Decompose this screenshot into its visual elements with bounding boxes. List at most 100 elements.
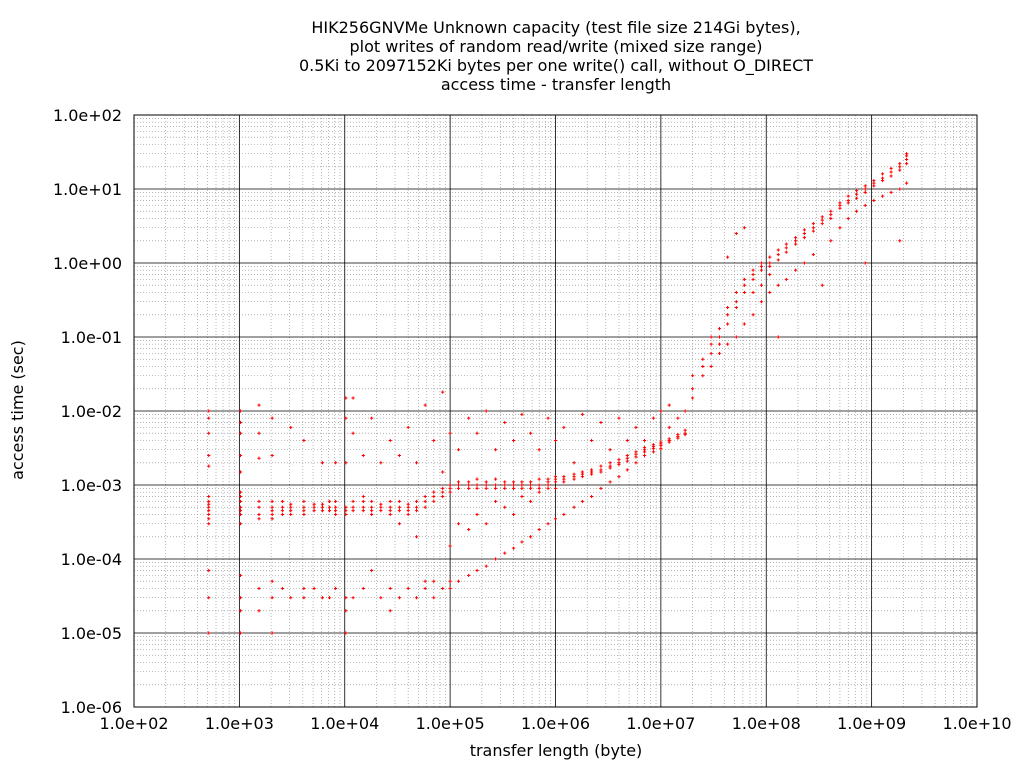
data-point	[742, 322, 746, 326]
data-point	[751, 290, 755, 295]
data-point	[889, 190, 893, 194]
data-point	[320, 461, 325, 465]
data-point	[302, 586, 306, 591]
data-point	[520, 494, 524, 499]
data-point	[257, 499, 261, 504]
data-point	[562, 474, 566, 479]
data-point	[448, 483, 452, 487]
data-point	[742, 277, 746, 282]
data-point	[280, 499, 284, 504]
data-point	[406, 586, 410, 591]
data-point	[379, 509, 383, 513]
title-line-2: plot writes of random read/write (mixed …	[350, 37, 763, 56]
data-point	[872, 184, 876, 188]
data-point	[361, 509, 365, 513]
data-point	[759, 261, 764, 265]
data-point	[397, 596, 401, 600]
data-point	[528, 431, 533, 435]
x-tick-label: 1.0e+03	[205, 714, 274, 733]
data-point	[344, 509, 348, 513]
data-point	[802, 231, 806, 236]
data-point	[580, 474, 584, 479]
data-point	[811, 226, 815, 230]
data-point	[580, 499, 584, 504]
data-point	[238, 490, 243, 494]
data-point	[448, 486, 452, 490]
data-point	[667, 425, 671, 430]
data-point	[608, 461, 612, 465]
data-point	[572, 461, 576, 465]
data-point	[599, 420, 603, 425]
data-point	[270, 579, 274, 583]
data-point	[289, 425, 293, 430]
data-point	[751, 272, 755, 277]
data-point	[898, 239, 902, 243]
data-point	[334, 512, 338, 517]
y-tick-label: 1.0e+02	[53, 106, 122, 125]
data-point	[207, 505, 211, 509]
data-point	[238, 631, 243, 635]
data-point	[863, 203, 867, 208]
data-point	[280, 586, 284, 591]
data-point	[608, 466, 612, 470]
data-point	[270, 509, 274, 513]
data-point	[207, 596, 211, 600]
data-point	[302, 499, 306, 504]
data-point	[441, 494, 445, 499]
data-point	[207, 409, 211, 413]
data-point	[726, 255, 730, 259]
data-point	[361, 494, 365, 499]
data-point	[537, 448, 541, 452]
data-point	[802, 261, 806, 265]
data-point	[406, 502, 410, 506]
data-point	[768, 290, 772, 295]
data-point	[361, 505, 365, 509]
data-point	[344, 512, 348, 517]
data-point	[312, 586, 316, 591]
data-point	[905, 152, 909, 156]
data-point	[484, 483, 488, 487]
x-tick-label: 1.0e+07	[626, 714, 695, 733]
data-point	[257, 586, 261, 591]
data-point	[270, 453, 274, 458]
data-point	[327, 505, 332, 509]
data-point	[520, 483, 524, 487]
data-point	[406, 425, 410, 430]
data-point	[327, 596, 332, 600]
data-point	[302, 438, 306, 443]
data-point	[280, 512, 284, 517]
data-point	[898, 168, 902, 172]
data-point	[625, 459, 629, 463]
data-point	[776, 252, 780, 257]
data-point	[820, 215, 824, 219]
data-point	[320, 596, 325, 600]
data-point	[207, 416, 211, 420]
data-point	[634, 450, 638, 454]
data-point	[289, 505, 293, 509]
data-point	[270, 505, 274, 509]
data-point	[432, 438, 436, 443]
data-point	[484, 564, 488, 568]
data-point	[651, 443, 656, 447]
data-point	[414, 461, 419, 465]
data-point	[528, 535, 533, 539]
data-point	[537, 527, 541, 532]
x-tick-label: 1.0e+09	[837, 714, 906, 733]
y-axis-label: access time (sec)	[8, 340, 27, 480]
data-point	[634, 461, 638, 465]
data-point	[905, 162, 909, 166]
data-point	[642, 446, 647, 450]
data-point	[493, 483, 498, 487]
data-point	[768, 264, 772, 268]
data-point	[846, 216, 850, 221]
data-point	[238, 522, 243, 526]
title-line-3: 0.5Ki to 2097152Ki bytes per one write()…	[299, 56, 813, 76]
data-point	[370, 512, 374, 517]
data-point	[546, 477, 550, 481]
data-point	[768, 261, 772, 265]
data-point	[572, 505, 576, 509]
data-point	[880, 178, 885, 183]
data-point	[238, 409, 243, 413]
x-tick-label: 1.0e+08	[732, 714, 801, 733]
data-point	[690, 387, 695, 391]
